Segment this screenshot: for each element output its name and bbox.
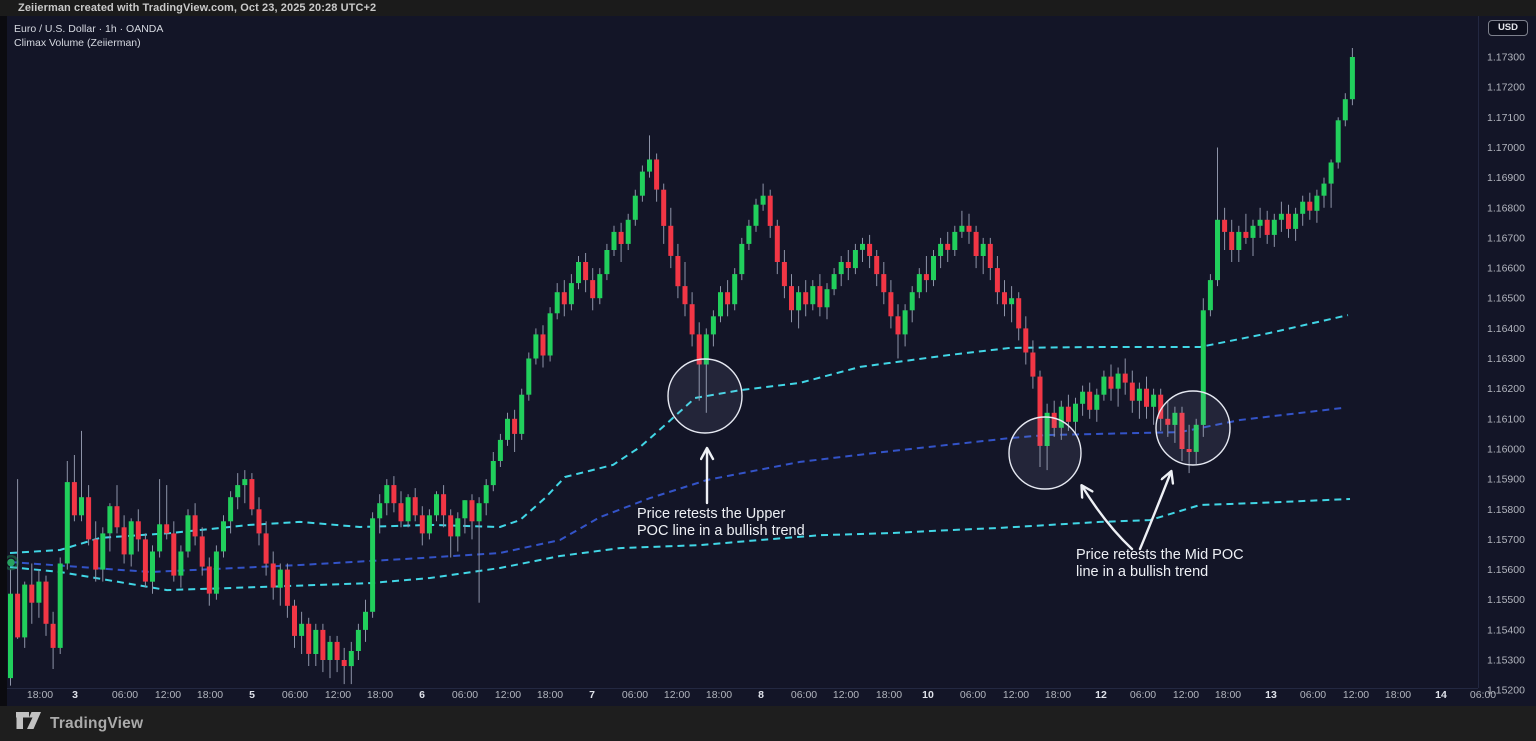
time-tick-label: 18:00 — [1385, 689, 1411, 701]
tradingview-logo-icon[interactable] — [16, 712, 42, 735]
annotation-upper-poc: Price retests the Upper POC line in a bu… — [637, 506, 805, 539]
chart-legend[interactable]: Euro / U.S. Dollar · 1h · OANDA Climax V… — [14, 22, 163, 50]
time-tick-label: 18:00 — [706, 689, 732, 701]
annotation-mid-line1: Price retests the Mid POC — [1076, 547, 1244, 563]
time-tick-label: 12:00 — [664, 689, 690, 701]
price-tick-label: 1.15700 — [1487, 534, 1525, 546]
price-tick-label: 1.16400 — [1487, 323, 1525, 335]
watermark-text: Zeiierman created with TradingView.com, … — [18, 2, 377, 14]
time-tick-label: 06:00 — [622, 689, 648, 701]
time-tick-label: 06:00 — [1130, 689, 1156, 701]
time-tick-label: 06:00 — [960, 689, 986, 701]
time-axis[interactable]: 18:00 3 06:00 12:00 18:00 5 06:00 12:00 18:00 6 06… — [27, 689, 1496, 701]
time-tick-label: 3 — [72, 689, 78, 701]
price-axis[interactable]: 1.17300 1.17200 1.17100 1.17000 1.16900 1.168… — [1487, 52, 1525, 697]
price-tick-label: 1.16700 — [1487, 232, 1525, 244]
price-tick-label: 1.15900 — [1487, 474, 1525, 486]
indicator-title[interactable]: Climax Volume (Zeiierman) — [14, 37, 141, 49]
mid-poc-line — [9, 406, 1344, 573]
chart-area[interactable]: 1.17300 1.17200 1.17100 1.17000 1.16900 1.168… — [0, 16, 1536, 706]
time-tick-label: 10 — [922, 689, 934, 701]
annotation-upper-line2: POC line in a bullish trend — [637, 522, 805, 539]
retest-highlight-circle[interactable] — [1008, 416, 1082, 490]
price-tick-label: 1.16200 — [1487, 383, 1525, 395]
annotation-mid-line2: line in a bullish trend — [1076, 563, 1209, 580]
time-tick-label: 14 — [1435, 689, 1447, 701]
time-tick-label: 06:00 — [791, 689, 817, 701]
price-tick-label: 1.15200 — [1487, 685, 1525, 697]
watermark-bar: Zeiierman created with TradingView.com, … — [0, 0, 1536, 16]
time-tick-label: 12:00 — [495, 689, 521, 701]
time-tick-label: 18:00 — [1215, 689, 1241, 701]
price-tick-label: 1.16900 — [1487, 172, 1525, 184]
time-tick-label: 12:00 — [1343, 689, 1369, 701]
time-tick-label: 5 — [249, 689, 255, 701]
time-tick-label: 12 — [1095, 689, 1107, 701]
time-tick-label: 06:00 — [452, 689, 478, 701]
annotation-upper-line1: Price retests the Upper — [637, 506, 786, 522]
time-tick-label: 8 — [758, 689, 764, 701]
price-tick-label: 1.15800 — [1487, 504, 1525, 516]
time-tick-label: 18:00 — [537, 689, 563, 701]
price-tick-label: 1.17100 — [1487, 112, 1525, 124]
time-tick-label: 12:00 — [833, 689, 859, 701]
upper-poc-line — [9, 314, 1349, 554]
retest-highlight-circle[interactable] — [1155, 390, 1231, 466]
currency-badge[interactable]: USD — [1487, 20, 1528, 36]
time-tick-label: 06:00 — [1300, 689, 1326, 701]
annotation-mid-poc: Price retests the Mid POC line in a bull… — [1076, 547, 1244, 580]
time-tick-label: 06:00 — [282, 689, 308, 701]
price-tick-label: 1.16000 — [1487, 444, 1525, 456]
time-tick-label: 18:00 — [876, 689, 902, 701]
time-tick-label: 06:00 — [112, 689, 138, 701]
signal-dot-ring — [7, 554, 19, 571]
time-tick-label: 18:00 — [367, 689, 393, 701]
price-tick-label: 1.15600 — [1487, 564, 1525, 576]
price-tick-label: 1.17000 — [1487, 142, 1525, 154]
time-tick-label: 12:00 — [155, 689, 181, 701]
left-edge — [0, 16, 7, 706]
price-tick-label: 1.15300 — [1487, 655, 1525, 667]
annotation-arrow — [1082, 486, 1134, 551]
price-tick-label: 1.17200 — [1487, 82, 1525, 94]
annotation-arrow — [1138, 472, 1171, 551]
symbol-title[interactable]: Euro / U.S. Dollar · 1h · OANDA — [14, 23, 164, 35]
tradingview-logo-text[interactable]: TradingView — [50, 714, 144, 732]
footer-bar: TradingView — [0, 706, 1536, 741]
price-tick-label: 1.17300 — [1487, 52, 1525, 64]
price-tick-label: 1.15500 — [1487, 594, 1525, 606]
time-tick-label: 18:00 — [197, 689, 223, 701]
signal-dot — [7, 558, 15, 567]
time-tick-label: 12:00 — [1003, 689, 1029, 701]
time-tick-label: 18:00 — [27, 689, 53, 701]
time-tick-label: 06:00 — [1470, 689, 1496, 701]
price-tick-label: 1.15400 — [1487, 624, 1525, 636]
price-tick-label: 1.16800 — [1487, 202, 1525, 214]
retest-highlight-circle[interactable] — [667, 358, 743, 434]
time-tick-label: 18:00 — [1045, 689, 1071, 701]
price-chart-canvas[interactable]: 1.17300 1.17200 1.17100 1.17000 1.16900 1.168… — [0, 16, 1536, 706]
price-tick-label: 1.16500 — [1487, 293, 1525, 305]
candlestick-series — [8, 48, 1355, 686]
price-tick-label: 1.16300 — [1487, 353, 1525, 365]
time-tick-label: 7 — [589, 689, 595, 701]
time-tick-label: 13 — [1265, 689, 1277, 701]
price-tick-label: 1.16600 — [1487, 263, 1525, 275]
time-tick-label: 12:00 — [325, 689, 351, 701]
price-tick-label: 1.16100 — [1487, 413, 1525, 425]
time-tick-label: 6 — [419, 689, 425, 701]
time-tick-label: 12:00 — [1173, 689, 1199, 701]
plot-layer[interactable] — [5, 48, 1355, 686]
